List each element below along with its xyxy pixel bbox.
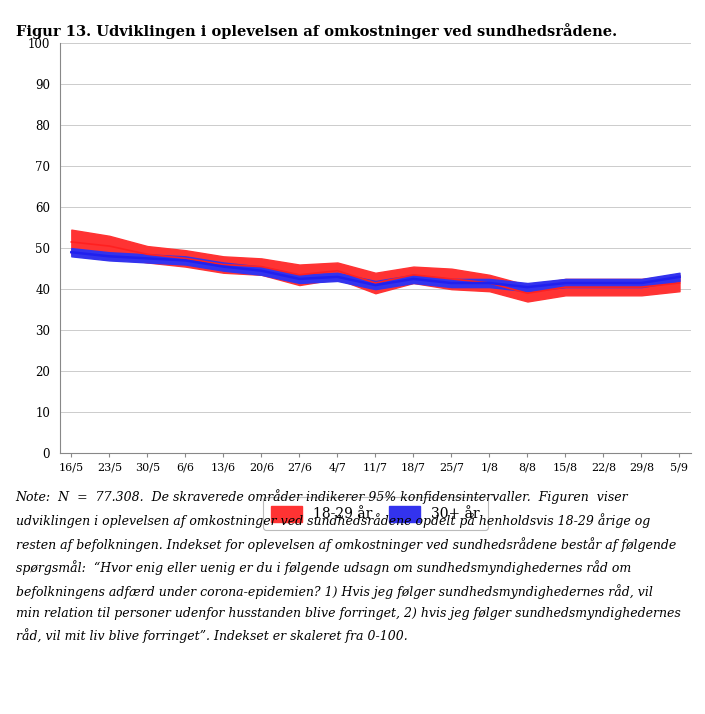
Legend: 18-29 år, 30+ år: 18-29 år, 30+ år	[263, 497, 488, 530]
Text: Figur 13. Udviklingen i oplevelsen af omkostninger ved sundhedsrådene.: Figur 13. Udviklingen i oplevelsen af om…	[16, 24, 617, 39]
Text: Note:  N  =  77.308.  De skraverede områder indikerer 95% konfidensintervaller. : Note: N = 77.308. De skraverede områder …	[16, 489, 680, 643]
